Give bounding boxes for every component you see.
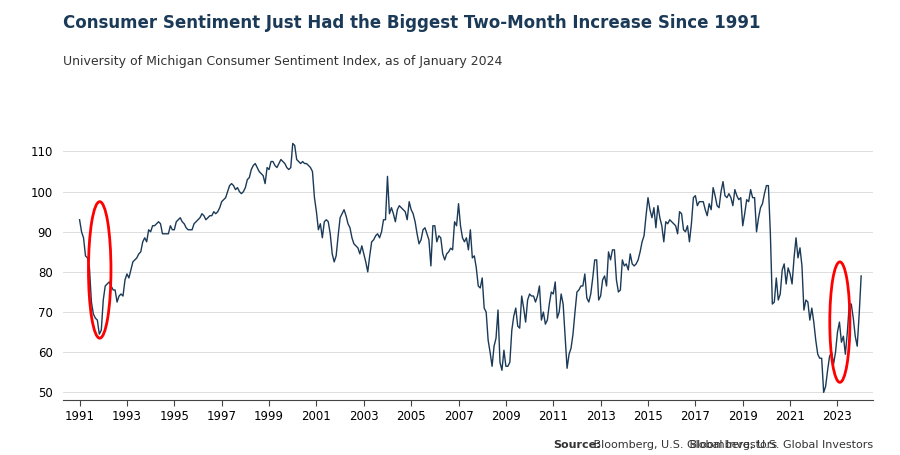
Text: University of Michigan Consumer Sentiment Index, as of January 2024: University of Michigan Consumer Sentimen… (63, 55, 502, 68)
Text: Bloomberg, U.S. Global Investors: Bloomberg, U.S. Global Investors (590, 440, 777, 450)
Text: Source:: Source: (554, 440, 601, 450)
Text: Consumer Sentiment Just Had the Biggest Two-Month Increase Since 1991: Consumer Sentiment Just Had the Biggest … (63, 14, 760, 32)
Text: Bloomberg, U.S. Global Investors: Bloomberg, U.S. Global Investors (686, 440, 873, 450)
